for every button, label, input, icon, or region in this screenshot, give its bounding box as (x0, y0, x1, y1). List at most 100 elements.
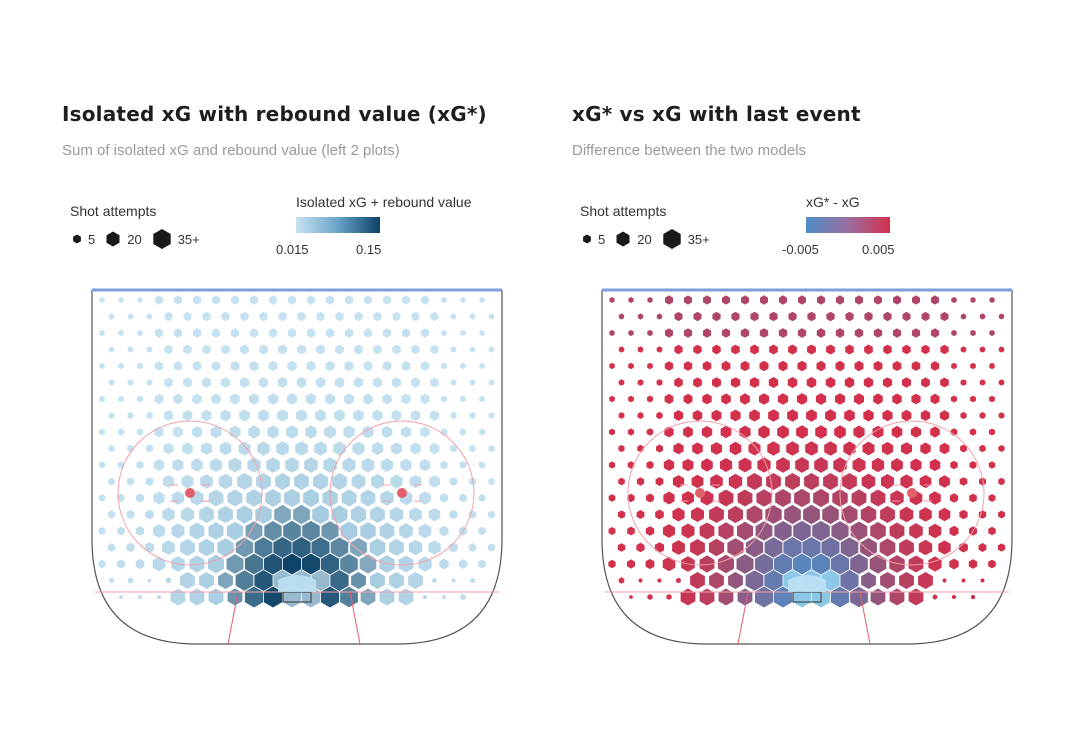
hexbin-mark (861, 572, 876, 589)
chart-subtitle-left: Sum of isolated xG and rebound value (le… (62, 142, 400, 159)
hexbin-mark (842, 473, 857, 490)
hexbin-mark (402, 295, 410, 304)
hexbin-mark (892, 426, 903, 438)
hexbin-mark (489, 379, 495, 385)
hexbin-mark (647, 363, 653, 370)
hexbin-mark (219, 474, 232, 489)
hexbin-mark (128, 577, 133, 583)
hexbin-mark (710, 474, 723, 489)
hexbin-mark (950, 461, 957, 470)
hexbin-mark (321, 554, 339, 575)
hexbin-mark (684, 328, 692, 337)
hexbin-mark (127, 477, 134, 485)
hexbin-mark (672, 508, 684, 522)
hexbin-mark (728, 572, 743, 589)
hexbin-mark (330, 570, 348, 591)
hexbin-mark (979, 445, 985, 452)
hexbin-mark (231, 328, 239, 338)
hexbin-mark (665, 328, 673, 337)
hexbin-plot-right (598, 280, 1028, 650)
hexbin-mark (980, 379, 986, 386)
hexbin-mark (676, 578, 681, 584)
hexbin-mark (817, 295, 825, 304)
panel-left: Isolated xG with rebound value (xG*) Sum… (0, 0, 520, 739)
hexbin-plot-left (88, 280, 518, 650)
hexbin-mark (128, 379, 134, 386)
hexbin-mark (693, 345, 701, 355)
hexbin-mark (784, 505, 801, 524)
hexbin-mark (340, 587, 358, 607)
hexbin-mark (864, 345, 873, 355)
hexbin-mark (237, 473, 252, 490)
hexbin-mark (805, 441, 818, 456)
hexbin-mark (850, 587, 868, 607)
hexbin-mark (756, 489, 771, 506)
hexbin-mark (479, 363, 484, 369)
hexbin-mark (627, 559, 635, 568)
hexbin-mark (989, 429, 995, 436)
hexbin-mark (608, 560, 615, 568)
hexbin-mark (730, 442, 742, 455)
hexbin-mark (460, 297, 465, 303)
hexbin-mark (852, 489, 867, 506)
hexbin-mark (287, 393, 297, 405)
hexbin-mark (672, 540, 685, 555)
hexbin-mark (316, 345, 325, 355)
hexbin-mark (401, 394, 410, 405)
hexbin-mark (430, 443, 440, 454)
hexbin-mark (352, 474, 366, 490)
hexbin-mark (146, 477, 154, 486)
hexbin-mark (747, 473, 762, 490)
hexbin-mark (921, 410, 930, 421)
hexbin-mark (646, 559, 655, 569)
hexbin-mark (479, 297, 484, 303)
hexbin-mark (303, 489, 319, 507)
hexbin-mark (136, 526, 144, 536)
hexbin-mark (931, 295, 939, 304)
hexbin-mark (628, 363, 634, 369)
hexbin-mark (826, 345, 835, 355)
hexbin-mark (345, 361, 354, 371)
hexbin-mark (163, 475, 174, 488)
hexbin-mark (190, 523, 205, 540)
size-legend-item-medium: 20 (105, 231, 141, 247)
hexbin-mark (370, 572, 385, 589)
hexbin-mark (400, 459, 411, 472)
hexbin-mark (738, 490, 753, 507)
hexbin-mark (970, 396, 976, 403)
hexbin-mark (980, 313, 985, 319)
size-legend-item-small: 5 (582, 232, 605, 247)
hexbin-mark (702, 394, 711, 405)
hexbin-mark (341, 522, 358, 541)
size-legend-label: 5 (88, 232, 95, 247)
hexbin-mark (864, 312, 872, 321)
hexbin-mark (245, 554, 263, 575)
hexbin-mark (304, 457, 318, 473)
hexbin-mark (391, 442, 402, 455)
hexbin-mark (109, 313, 114, 319)
hexbin-mark (880, 538, 896, 556)
hexbin-mark (729, 474, 742, 489)
hexbin-mark (440, 461, 447, 470)
hexbin-mark (961, 379, 967, 386)
hexbin-mark (255, 505, 271, 524)
hexbin-mark (174, 328, 182, 337)
hexbin-mark (164, 378, 173, 388)
hexbin-mark (236, 570, 254, 590)
size-legend-label: 20 (637, 232, 651, 247)
hexbin-mark (489, 314, 494, 320)
hexbin-mark (882, 442, 893, 455)
hexbin-mark (999, 314, 1004, 320)
hexbin-mark (989, 363, 994, 369)
hexbin-mark (360, 522, 376, 540)
hexbin-mark (382, 426, 393, 438)
hexbin-mark (459, 559, 467, 569)
hexbin-mark (420, 426, 430, 437)
hexbin-mark (452, 578, 456, 583)
hexbin-mark (254, 570, 272, 591)
hexbin-mark (931, 328, 939, 337)
hexbin-mark (267, 425, 279, 438)
hexbin-mark (970, 330, 975, 336)
hexbin-mark (731, 312, 739, 321)
hexbin-mark (737, 554, 754, 574)
